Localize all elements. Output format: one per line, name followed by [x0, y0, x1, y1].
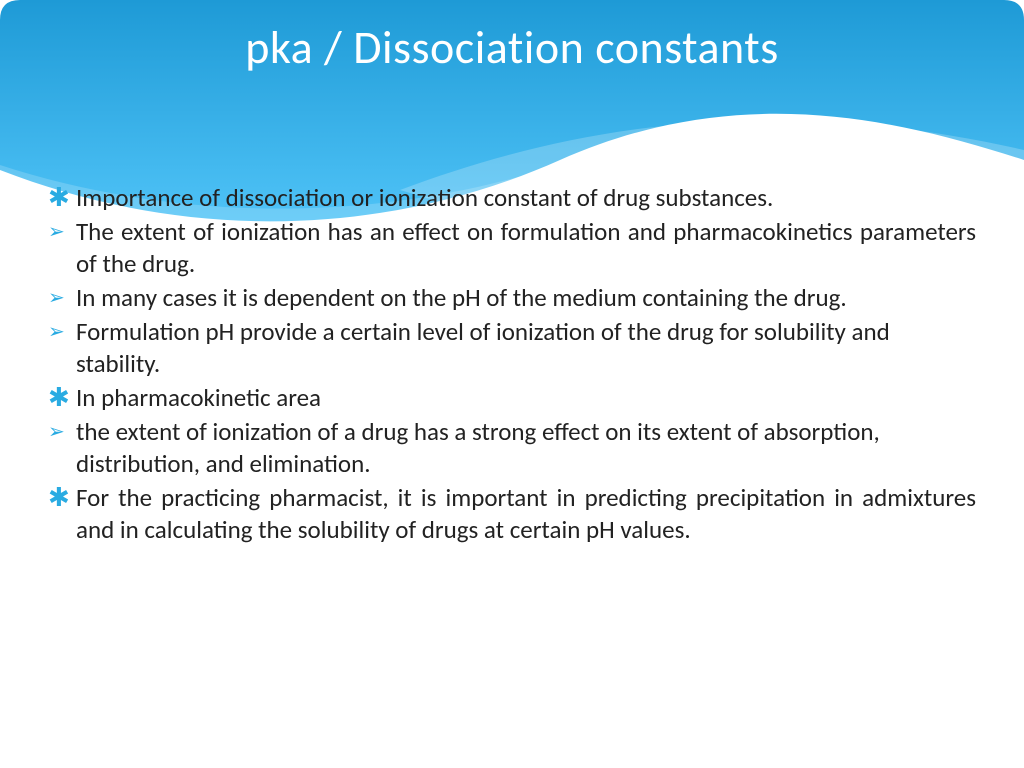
arrow-icon: ➢	[48, 282, 76, 314]
bullet-item: ✱In pharmacokinetic area	[48, 382, 976, 414]
slide-title: pka / Dissociation constants	[0, 20, 1024, 76]
asterisk-icon: ✱	[48, 182, 76, 212]
asterisk-icon: ✱	[48, 382, 76, 412]
arrow-icon: ➢	[48, 316, 76, 348]
bullet-text: Importance of dissociation or ionization…	[76, 182, 976, 214]
slide: pka / Dissociation constants ✱Importance…	[0, 0, 1024, 768]
asterisk-icon: ✱	[48, 482, 76, 512]
bullet-text: For the practicing pharmacist, it is imp…	[76, 482, 976, 546]
bullet-item: ➢The extent of ionization has an effect …	[48, 216, 976, 280]
bullet-item: ✱For the practicing pharmacist, it is im…	[48, 482, 976, 546]
bullet-item: ➢Formulation pH provide a certain level …	[48, 316, 976, 380]
bullet-item: ➢ the extent of ionization of a drug has…	[48, 416, 976, 480]
bullet-item: ✱Importance of dissociation or ionizatio…	[48, 182, 976, 214]
bullet-text: In many cases it is dependent on the pH …	[76, 282, 976, 314]
arrow-icon: ➢	[48, 216, 76, 248]
bullet-text: Formulation pH provide a certain level o…	[76, 316, 976, 380]
slide-body: ✱Importance of dissociation or ionizatio…	[48, 182, 976, 548]
arrow-icon: ➢	[48, 416, 76, 448]
bullet-text: In pharmacokinetic area	[76, 382, 976, 414]
bullet-text: The extent of ionization has an effect o…	[76, 216, 976, 280]
bullet-text: the extent of ionization of a drug has a…	[76, 416, 976, 480]
bullet-item: ➢In many cases it is dependent on the pH…	[48, 282, 976, 314]
